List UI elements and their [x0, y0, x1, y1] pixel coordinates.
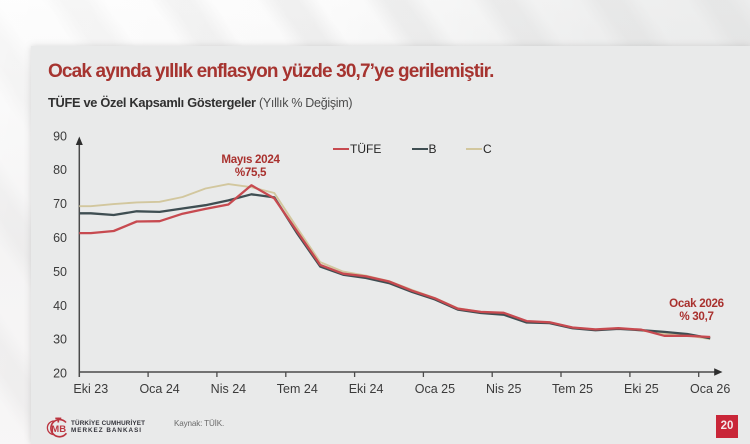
svg-text:Nis 24: Nis 24: [211, 382, 246, 396]
svg-text:70: 70: [53, 197, 67, 211]
svg-text:30: 30: [53, 333, 67, 347]
svg-text:20: 20: [53, 367, 67, 381]
svg-text:Tem 24: Tem 24: [277, 382, 318, 396]
svg-text:Oca 26: Oca 26: [690, 382, 730, 396]
svg-text:60: 60: [53, 231, 67, 245]
svg-text:Eki 24: Eki 24: [349, 382, 384, 396]
svg-text:50: 50: [53, 265, 67, 279]
svg-text:Nis 25: Nis 25: [486, 382, 521, 396]
svg-text:Tem 25: Tem 25: [552, 382, 593, 396]
svg-text:Eki 25: Eki 25: [624, 382, 659, 396]
svg-text:Oca 24: Oca 24: [139, 382, 179, 396]
svg-text:Eki 23: Eki 23: [73, 382, 108, 396]
svg-text:MB: MB: [51, 424, 66, 435]
svg-text:40: 40: [53, 299, 67, 313]
svg-text:80: 80: [53, 163, 67, 177]
svg-text:Oca 25: Oca 25: [415, 382, 455, 396]
svg-text:90: 90: [53, 129, 67, 143]
